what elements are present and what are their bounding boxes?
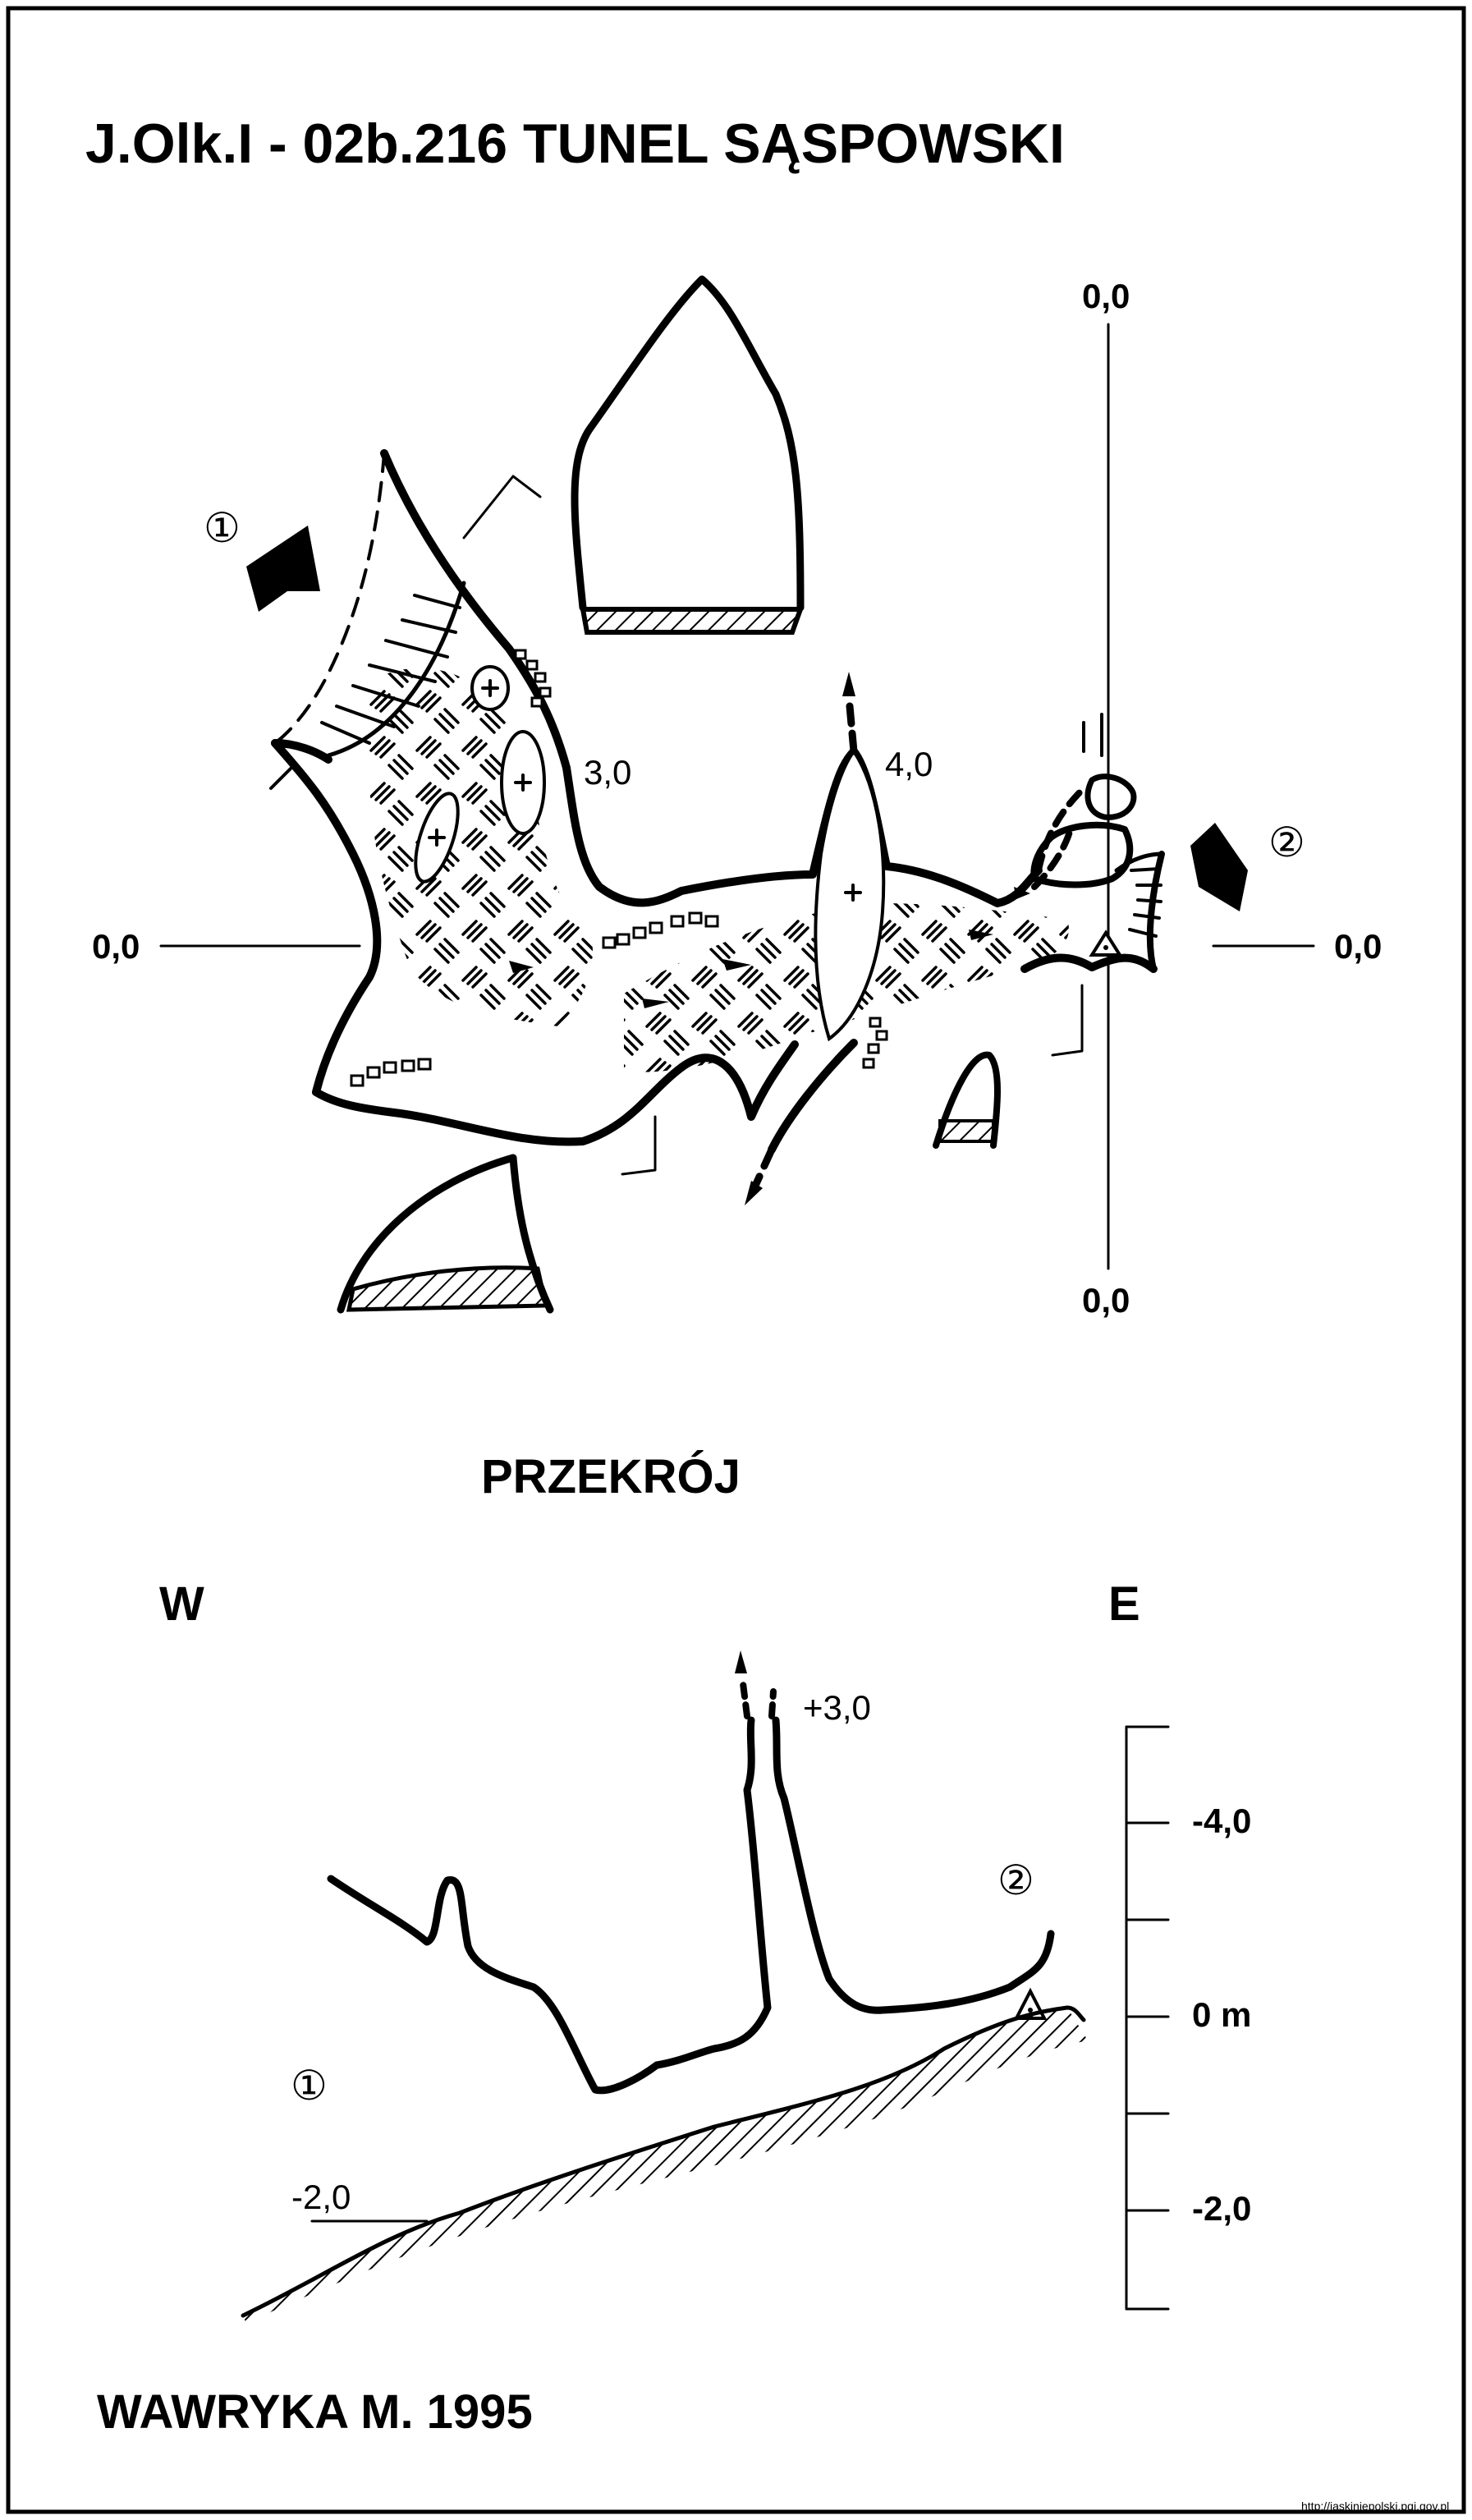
entrance-1-dashed-edge	[273, 452, 386, 745]
survey-station-dot	[1103, 945, 1108, 950]
datum-label-bottom: 0,0	[1082, 1281, 1130, 1320]
entrance-2-marker: ②	[1268, 819, 1305, 865]
sinter-plus-marks	[428, 679, 862, 902]
entrance-1-arrow-icon	[246, 526, 320, 612]
scale-label-bottom: -2,0	[1192, 2189, 1251, 2228]
author-credit: WAWRYKA M. 1995	[97, 2385, 533, 2439]
entrance-2-arrow-icon	[1190, 823, 1248, 911]
frame-border	[6, 6, 1466, 2514]
vertical-scale	[1125, 1725, 1170, 2311]
section-view: +3,0 -2,0 ① ② -4,0 0 m -2,0	[241, 1650, 1251, 2324]
cave-section-chimney-east	[772, 1716, 1055, 2014]
datum-label-top: 0,0	[1082, 277, 1130, 315]
section-leaders	[462, 475, 1084, 1176]
source-credit: http://jaskiniepolski.pgi.gov.pl	[1301, 2499, 1449, 2513]
section-entrance-1-marker: ①	[291, 2063, 328, 2109]
floor-deposit-west	[369, 668, 593, 1026]
plan-view: 0,0 0,0 0,0 0,0	[92, 275, 1382, 1320]
page-title: J.Olk.I - 02b.216 TUNEL SĄSPOWSKI	[85, 112, 1065, 175]
profile-bottom-left-floor	[346, 1265, 549, 1312]
scale-label-top: -4,0	[1192, 1802, 1251, 1840]
slope-marks	[509, 887, 1030, 1008]
profile-bottom-right	[933, 1051, 1001, 1149]
entrance-1-marker: ①	[204, 505, 241, 551]
chimney-up-arrowhead	[842, 672, 855, 696]
datum-axis	[159, 323, 1315, 1270]
entrance-2-edge	[1146, 851, 1165, 972]
cave-plan-outline-west	[271, 739, 332, 764]
section-station-dot	[1028, 2008, 1033, 2013]
section-entrance-2-marker: ②	[997, 1857, 1034, 1903]
height-label-west: 3,0	[584, 753, 631, 792]
section-depth-label: -2,0	[291, 2178, 351, 2216]
cave-section-ceiling	[327, 1716, 772, 2095]
east-label: E	[1108, 1577, 1140, 1631]
scale-label-zero: 0 m	[1192, 1995, 1251, 2034]
rubble-blocks	[350, 649, 888, 1087]
datum-label-right: 0,0	[1334, 927, 1382, 966]
profile-bottom-left	[337, 1154, 554, 1314]
section-heading: PRZEKRÓJ	[481, 1450, 741, 1503]
west-label: W	[159, 1577, 204, 1631]
chimney-dashed-top	[740, 1680, 777, 1719]
chimney-section-arrowhead	[735, 1650, 747, 1673]
section-height-label: +3,0	[803, 1688, 871, 1727]
profile-bottom-right-floor	[938, 1119, 995, 1143]
height-label-chimney: 4,0	[885, 745, 933, 783]
ground-hatch	[243, 2008, 1088, 2324]
east-block-lower	[1030, 821, 1134, 888]
east-block-upper	[1085, 773, 1137, 820]
cave-plan-outline	[271, 449, 1158, 1154]
passage-down-arrowhead	[745, 1181, 763, 1205]
entrance-1-stub	[269, 762, 297, 790]
survey-station-icon	[1089, 930, 1123, 957]
profile-top-floor	[580, 607, 805, 635]
datum-label-left: 0,0	[92, 927, 140, 966]
profile-top	[571, 275, 805, 612]
chimney-up-arrow	[846, 702, 858, 755]
